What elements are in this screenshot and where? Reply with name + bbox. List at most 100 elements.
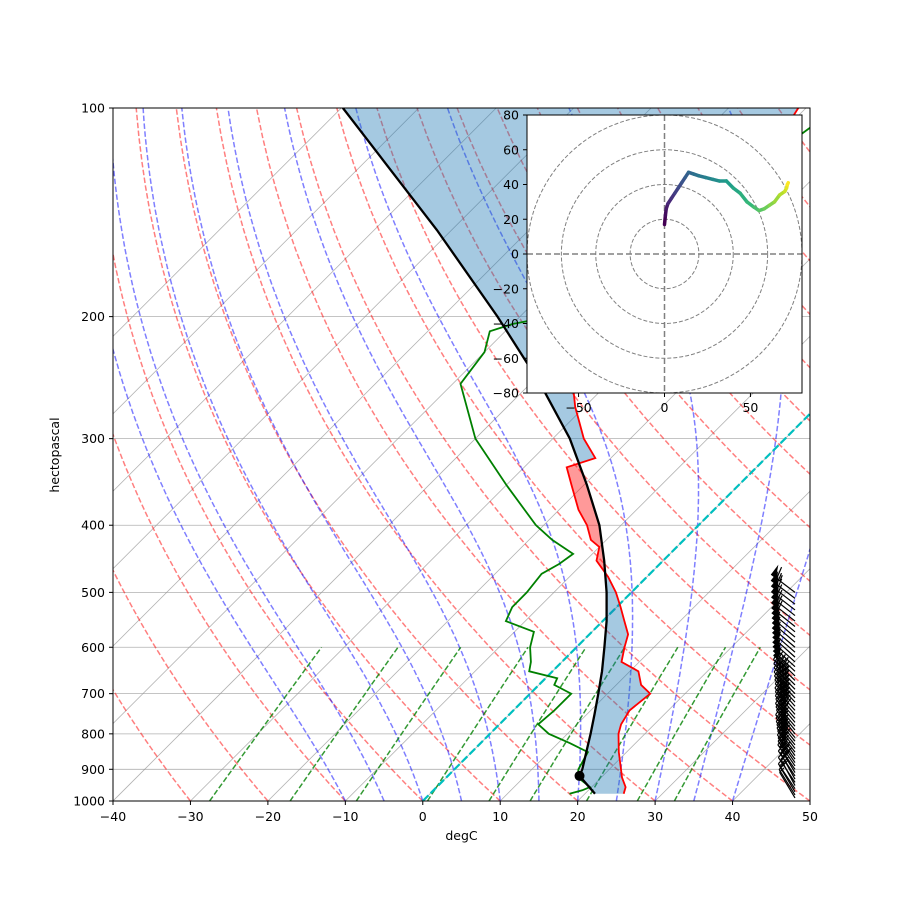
wind-barb-staff <box>776 724 796 749</box>
wind-barb-staff <box>772 650 796 672</box>
y-tick-label: 500 <box>81 585 105 600</box>
moist-adiabat <box>283 108 540 801</box>
wind-barb-staff <box>779 771 796 799</box>
wind-barb-staff <box>774 683 796 707</box>
x-tick-label: −40 <box>100 809 126 824</box>
hodograph-x-tick-label: 0 <box>661 400 669 415</box>
dry-adiabat <box>113 432 346 801</box>
y-tick-label: 1000 <box>73 794 105 809</box>
isotherm-line <box>345 335 810 801</box>
wind-barb-staff <box>776 734 796 760</box>
moist-adiabat <box>355 108 582 801</box>
moist-adiabat <box>227 108 501 801</box>
wind-barb-staff <box>775 698 796 723</box>
moist-adiabat <box>181 108 463 801</box>
hodograph-y-tick-label: 80 <box>503 108 519 123</box>
wind-barb-half-feather <box>776 611 781 618</box>
moist-adiabat <box>446 108 634 801</box>
x-tick-label: 40 <box>725 809 741 824</box>
x-tick-label: 0 <box>419 809 427 824</box>
wind-barb-staff <box>778 769 796 796</box>
wind-barb <box>774 673 796 707</box>
wind-barb-half-feather <box>781 736 787 742</box>
wind-barb-staff <box>774 687 796 711</box>
wind-barb-feather <box>776 566 783 579</box>
wind-barb-staff <box>774 691 796 715</box>
wind-barb-feather <box>776 572 783 585</box>
wind-barb-staff <box>773 667 796 690</box>
isotherm-line <box>499 490 810 801</box>
mixing-ratio-line <box>426 646 529 801</box>
mixing-ratio-line <box>529 646 626 801</box>
wind-barb-staff <box>770 573 796 593</box>
wind-barb-staff <box>777 744 796 770</box>
dry-adiabat <box>113 250 424 801</box>
x-tick-label: 50 <box>802 809 818 824</box>
x-tick-label: −30 <box>177 809 203 824</box>
hodograph-y-tick-label: −80 <box>493 386 519 401</box>
hodograph-y-tick-label: 60 <box>503 142 519 157</box>
cape-area <box>566 463 606 574</box>
hodograph-y-tick-label: −60 <box>493 351 519 366</box>
wind-barb-staff <box>775 717 796 742</box>
hodograph-y-tick-label: 0 <box>511 247 519 262</box>
y-tick-label: 700 <box>81 686 105 701</box>
wind-barb-staff <box>773 671 796 695</box>
wind-barb-staff <box>777 730 796 756</box>
x-tick-label: 20 <box>570 809 586 824</box>
wind-barb <box>777 741 796 777</box>
wind-barb-half-feather <box>776 616 781 623</box>
wind-barb-staff <box>775 703 796 727</box>
wind-barb-staff <box>772 636 796 658</box>
mixing-ratio-line <box>673 646 761 801</box>
x-axis-title: degC <box>445 828 478 843</box>
hodograph-y-tick-label: 20 <box>503 212 519 227</box>
wind-barb-staff <box>770 585 796 605</box>
wind-barb-feather <box>780 744 790 755</box>
mixing-ratio-line <box>585 646 679 801</box>
mixing-ratio-line <box>355 646 462 801</box>
y-tick-label: 100 <box>81 101 105 116</box>
wind-barb-staff <box>774 695 796 719</box>
wind-barb-half-feather <box>776 626 781 633</box>
moist-adiabat <box>113 346 346 801</box>
x-tick-label: 30 <box>647 809 663 824</box>
wind-barb-feather <box>776 584 783 597</box>
wind-barb-staff <box>771 617 796 638</box>
y-tick-label: 800 <box>81 726 105 741</box>
dry-adiabat <box>255 108 734 801</box>
isotherm-line <box>654 645 810 801</box>
mixing-ratio-line <box>488 646 587 801</box>
hodograph-y-tick-label: −20 <box>493 281 519 296</box>
wind-barb-staff <box>773 663 796 686</box>
wind-barb-feather <box>776 589 783 602</box>
wind-barb-staff <box>771 627 796 648</box>
wind-barb-staff <box>771 622 796 643</box>
wind-barb-staff <box>775 721 796 746</box>
cin-area <box>579 573 651 794</box>
y-tick-label: 200 <box>81 309 105 324</box>
zero-degree-isotherm <box>421 412 810 801</box>
wind-barb-half-feather <box>783 714 789 721</box>
wind-barb <box>770 564 796 593</box>
wind-barb-staff <box>770 591 796 611</box>
lcl-marker <box>574 770 585 781</box>
wind-barb-staff <box>775 714 796 738</box>
wind-barb-feather <box>779 724 789 735</box>
wind-barb-staff <box>777 737 796 763</box>
hodograph-y-tick-label: −40 <box>493 316 519 331</box>
y-axis-title: hectopascal <box>47 417 62 492</box>
mixing-ratio-line <box>289 646 399 801</box>
wind-barb-half-feather <box>779 574 783 582</box>
mixing-ratio-line <box>208 646 323 801</box>
wind-barb-staff <box>772 632 796 653</box>
wind-barb-staff <box>773 659 796 681</box>
dry-adiabat <box>376 108 810 691</box>
wind-barb-feather <box>779 731 790 742</box>
isotherm-line <box>113 108 342 337</box>
wind-barb-feather <box>776 595 783 608</box>
isotherm-line <box>113 108 420 415</box>
wind-barb-staff <box>777 750 796 777</box>
y-tick-label: 400 <box>81 518 105 533</box>
